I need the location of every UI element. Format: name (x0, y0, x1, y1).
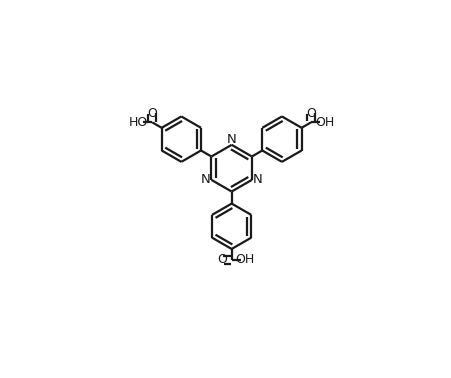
Text: OH: OH (314, 116, 333, 129)
Text: O: O (217, 253, 227, 266)
Text: OH: OH (235, 253, 254, 266)
Text: O: O (305, 107, 315, 120)
Text: N: N (226, 133, 236, 146)
Text: O: O (147, 107, 157, 120)
Text: HO: HO (129, 116, 148, 129)
Text: N: N (201, 174, 210, 186)
Text: N: N (252, 174, 262, 186)
